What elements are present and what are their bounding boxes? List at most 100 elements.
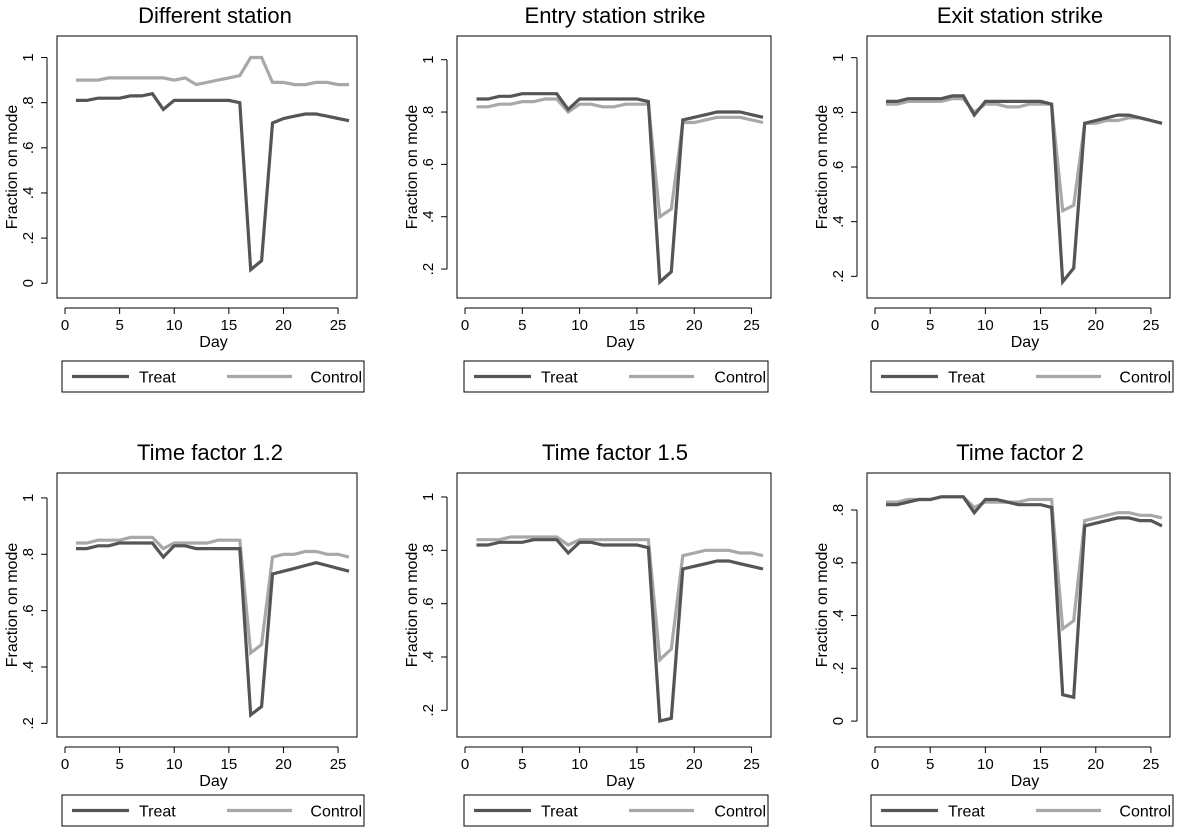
x-tick-label: 15 (1032, 756, 1049, 773)
x-axis-label: Day (199, 773, 227, 790)
treat-series-line (886, 94, 1163, 287)
legend: Treat Control (870, 360, 1174, 393)
y-axis-label: Fraction on mode (404, 543, 421, 668)
legend-label-treat: Treat (541, 370, 578, 387)
y-tick-label: 1 (20, 494, 37, 502)
treat-series-line (476, 92, 764, 286)
chart-panel: Time factor 1.2 .2 .4 .6 .8 1 Fraction on mode… (4, 440, 365, 827)
x-tick-label: 15 (221, 756, 238, 773)
y-tick-label: 1 (830, 53, 847, 61)
legend: Treat Control (61, 360, 365, 393)
y-axis-label: Fraction on mode (814, 105, 831, 230)
y-tick-label: .2 (830, 662, 847, 675)
chart-title: Time factor 2 (956, 440, 1084, 465)
treat-series-line (75, 91, 350, 273)
y-tick-label: .8 (830, 106, 847, 119)
x-tick-label: 0 (461, 317, 469, 334)
plot-area (56, 472, 358, 738)
x-tick-label: 10 (166, 317, 183, 334)
x-tick-label: 25 (743, 317, 760, 334)
x-tick-label: 25 (330, 756, 347, 773)
x-tick-label: 0 (461, 756, 469, 773)
x-tick-label: 5 (926, 317, 934, 334)
x-tick-label: 0 (61, 317, 69, 334)
legend-label-treat: Treat (948, 370, 985, 387)
chart-title: Time factor 1.2 (137, 440, 283, 465)
y-axis-label: Fraction on mode (4, 543, 21, 668)
x-axis-label: Day (1011, 773, 1039, 790)
x-tick-label: 0 (871, 756, 879, 773)
y-tick-label: .4 (20, 661, 37, 674)
x-tick-label: 20 (686, 756, 703, 773)
y-axis-label: Fraction on mode (814, 543, 831, 668)
y-tick-label: 0 (830, 717, 847, 725)
x-tick-label: 15 (221, 317, 238, 334)
y-tick-label: .2 (20, 232, 37, 245)
x-tick-label: 20 (686, 317, 703, 334)
x-axis-label: Day (606, 773, 634, 790)
y-tick-label: .8 (420, 106, 437, 119)
x-tick-label: 0 (61, 756, 69, 773)
plot-area (866, 472, 1171, 738)
y-tick-label: .6 (420, 158, 437, 171)
x-tick-label: 5 (926, 756, 934, 773)
x-tick-label: 20 (1087, 756, 1104, 773)
x-tick-label: 10 (977, 756, 994, 773)
y-tick-label: .8 (420, 544, 437, 557)
x-tick-label: 0 (871, 317, 879, 334)
legend: Treat Control (463, 794, 769, 827)
legend: Treat Control (463, 360, 769, 393)
x-tick-label: 25 (330, 317, 347, 334)
chart-panel: Different station 0 .2 .4 .6 .8 1 Fraction on m… (4, 3, 365, 393)
treat-series-line (476, 538, 764, 723)
legend-label-control: Control (1119, 370, 1171, 387)
x-axis-label: Day (1011, 334, 1039, 351)
legend-label-control: Control (310, 370, 362, 387)
x-tick-label: 10 (166, 756, 183, 773)
y-tick-label: .8 (20, 96, 37, 109)
y-tick-label: .4 (20, 187, 37, 200)
y-tick-label: .8 (20, 548, 37, 561)
legend-label-treat: Treat (139, 804, 176, 821)
x-tick-label: 10 (977, 317, 994, 334)
plot-area (866, 35, 1171, 299)
legend-label-control: Control (310, 804, 362, 821)
y-tick-label: .4 (830, 609, 847, 622)
chart-panel: Time factor 2 0 .2 .4 .6 .8 Fraction on mode 0 5… (814, 440, 1174, 827)
control-series-line (476, 97, 764, 220)
y-axis-label: Fraction on mode (404, 105, 421, 230)
chart-panel: Exit station strike .2 .4 .6 .8 1 Fraction on … (814, 3, 1174, 393)
y-tick-label: .6 (20, 142, 37, 155)
treat-series-line (75, 541, 350, 718)
x-tick-label: 20 (275, 317, 292, 334)
legend-label-treat: Treat (139, 370, 176, 387)
y-tick-label: 1 (420, 56, 437, 64)
chart-title: Entry station strike (525, 3, 706, 28)
plot-area (56, 35, 358, 299)
control-series-line (75, 55, 349, 87)
plot-area (456, 35, 772, 299)
plot-area (456, 472, 772, 738)
x-tick-label: 5 (518, 756, 526, 773)
y-tick-label: .4 (830, 215, 847, 228)
y-tick-label: .6 (20, 604, 37, 617)
x-tick-label: 25 (1143, 756, 1160, 773)
y-tick-label: .4 (420, 651, 437, 664)
y-tick-label: .4 (420, 210, 437, 223)
y-tick-label: 0 (20, 279, 37, 287)
y-tick-label: .6 (420, 597, 437, 610)
legend-label-treat: Treat (541, 804, 578, 821)
y-tick-label: .2 (20, 717, 37, 730)
chart-title: Exit station strike (937, 3, 1103, 28)
y-axis-label: Fraction on mode (4, 105, 21, 230)
legend-label-treat: Treat (948, 804, 985, 821)
chart-title: Time factor 1.5 (542, 440, 688, 465)
x-tick-label: 15 (629, 756, 646, 773)
control-series-line (476, 535, 764, 664)
legend: Treat Control (870, 794, 1174, 827)
y-tick-label: .6 (830, 161, 847, 174)
y-tick-label: .8 (830, 504, 847, 517)
x-tick-label: 15 (629, 317, 646, 334)
treat-series-line (886, 495, 1163, 700)
